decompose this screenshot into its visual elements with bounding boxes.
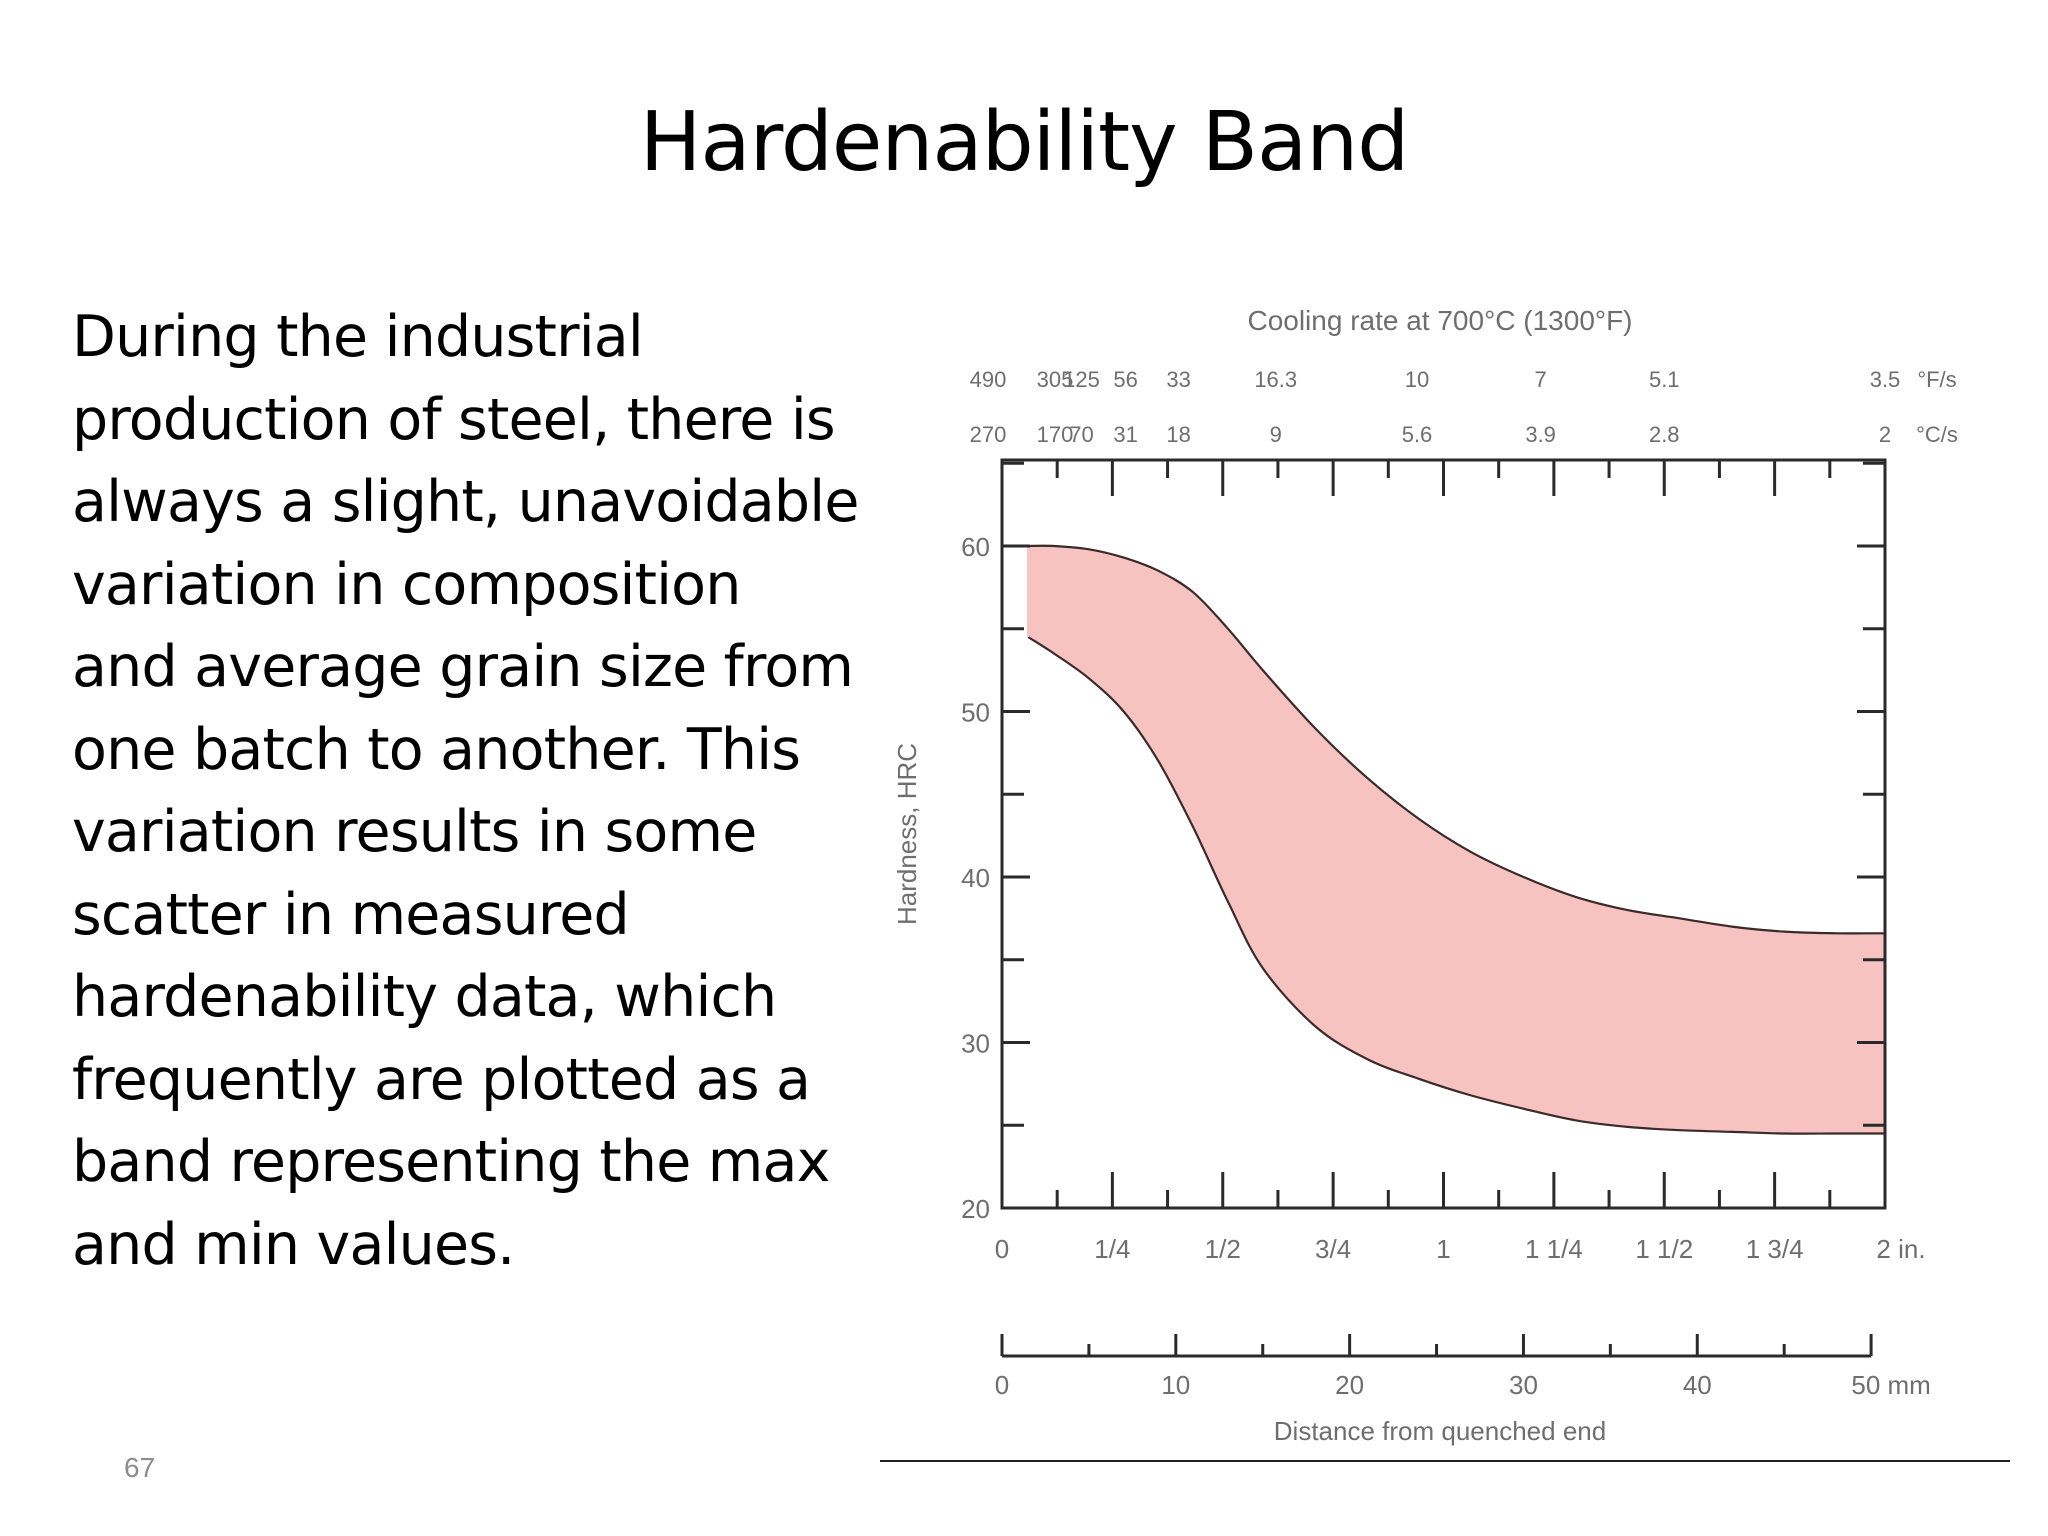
body-line: frequently are plotted as a	[72, 1046, 811, 1113]
cooling-rate-c-label: 2.8	[1649, 422, 1680, 447]
slide-number: 67	[124, 1452, 156, 1483]
x-tick-label-inch: 1 1/4	[1525, 1234, 1583, 1264]
body-line: always a slight, unavoidable	[72, 469, 859, 535]
cooling-rate-f-label: 5.1	[1649, 367, 1680, 392]
body-line: and average grain size from	[72, 634, 854, 700]
x-tick-label-mm: 0	[995, 1370, 1009, 1400]
body-line: hardenability data, which	[72, 964, 777, 1030]
hardenability-chart: 20 30 40 50 60 0 1/4 1/2 3/4 1 1 1/4 1 1/2 1 3/4 2 in…	[880, 290, 2030, 1536]
body-line: variation in composition	[72, 551, 741, 618]
y-tick-label: 40	[961, 863, 990, 893]
series-line-min	[1027, 636, 1885, 1135]
cooling-rate-f-label: 125	[1063, 367, 1100, 392]
cooling-rate-f-label: 490	[970, 367, 1007, 392]
cooling-rate-c-label: 270	[970, 422, 1007, 447]
x-tick-label-mm: 10	[1161, 1370, 1190, 1400]
cooling-rate-c-label: 3.9	[1525, 422, 1556, 447]
cooling-rate-c-label: 5.6	[1402, 422, 1433, 447]
cooling-rate-unit-f: °F/s	[1917, 367, 1956, 392]
body-line: scatter in measured	[72, 881, 630, 948]
x-tick-label-inch: 1 3/4	[1746, 1234, 1804, 1264]
cooling-rate-f-label: 33	[1166, 367, 1190, 392]
x-tick-label-inch: 1/4	[1094, 1234, 1130, 1264]
hardness-band-area	[1028, 545, 1885, 1134]
y-tick-label: 30	[961, 1029, 990, 1059]
slide-title: Hardenability Band	[639, 95, 1410, 190]
cooling-rate-c-label: 9	[1270, 422, 1282, 447]
x-tick-label-inch: 1	[1436, 1234, 1450, 1264]
x-tick-label-mm: 30	[1509, 1370, 1538, 1400]
body-text: During the industrial production of stee…	[72, 296, 872, 1286]
body-line: and min values.	[72, 1211, 515, 1278]
y-tick-label: 60	[961, 532, 990, 562]
body-line: band representing the max	[72, 1129, 830, 1195]
body-line: production of steel, there is	[72, 386, 836, 453]
cooling-rate-f-label: 305	[1037, 367, 1074, 392]
cooling-rate-f-label: 10	[1405, 367, 1429, 392]
body-line: During the industrial	[72, 304, 644, 370]
x-tick-label-inch: 2 in.	[1876, 1234, 1925, 1264]
cooling-rate-c-label: 170	[1037, 422, 1074, 447]
axes-layer	[1000, 458, 1887, 1358]
x-tick-label-mm: 20	[1335, 1370, 1364, 1400]
x-tick-label-inch: 0	[995, 1234, 1009, 1264]
cooling-rate-f-label: 7	[1535, 367, 1547, 392]
cooling-rate-f-label: 3.5	[1870, 367, 1901, 392]
cooling-rate-c-label: 31	[1113, 422, 1137, 447]
cooling-rate-c-label: 2	[1879, 422, 1891, 447]
chart-bottom-rule	[880, 1460, 2010, 1462]
y-axis-title: Hardness, HRC	[892, 743, 922, 925]
series-line-max	[1028, 544, 1886, 935]
body-line: one batch to another. This	[72, 716, 801, 783]
x-axis-title: Distance from quenched end	[1274, 1416, 1606, 1446]
cooling-rate-f-label: 16.3	[1254, 367, 1297, 392]
cooling-rate-c-label: 18	[1166, 422, 1190, 447]
y-tick-label: 20	[961, 1194, 990, 1224]
y-tick-label: 50	[961, 698, 990, 728]
x-tick-label-inch: 1 1/2	[1635, 1234, 1693, 1264]
band-layer	[1027, 544, 1886, 1135]
cooling-rate-f-label: 56	[1113, 367, 1137, 392]
x-tick-label-inch: 1/2	[1205, 1234, 1241, 1264]
cooling-rate-c-label: 70	[1069, 422, 1093, 447]
x-tick-label-mm: 40	[1683, 1370, 1712, 1400]
x-tick-label-mm: 50 mm	[1851, 1370, 1930, 1400]
chart-title: Cooling rate at 700°C (1300°F)	[1247, 305, 1632, 336]
x-tick-label-inch: 3/4	[1315, 1234, 1351, 1264]
body-line: variation results in some	[72, 799, 757, 865]
cooling-rate-unit-c: °C/s	[1916, 422, 1958, 447]
